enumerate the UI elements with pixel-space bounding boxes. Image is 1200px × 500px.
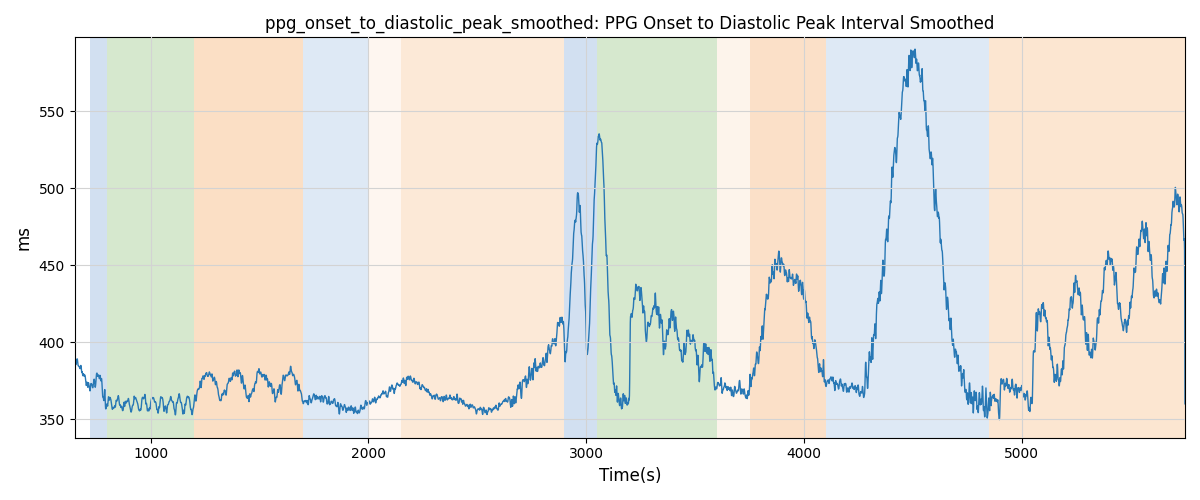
Bar	[750, 38, 826, 438]
Bar	[564, 38, 598, 438]
Bar	[368, 38, 401, 438]
Bar	[826, 38, 989, 438]
Y-axis label: ms: ms	[14, 225, 34, 250]
X-axis label: Time(s): Time(s)	[599, 467, 661, 485]
Bar	[194, 38, 304, 438]
Bar	[598, 38, 716, 438]
Bar	[107, 38, 194, 438]
Bar	[989, 38, 1184, 438]
Bar	[90, 38, 107, 438]
Bar	[716, 38, 750, 438]
Bar	[401, 38, 564, 438]
Title: ppg_onset_to_diastolic_peak_smoothed: PPG Onset to Diastolic Peak Interval Smoot: ppg_onset_to_diastolic_peak_smoothed: PP…	[265, 15, 995, 34]
Bar	[304, 38, 368, 438]
